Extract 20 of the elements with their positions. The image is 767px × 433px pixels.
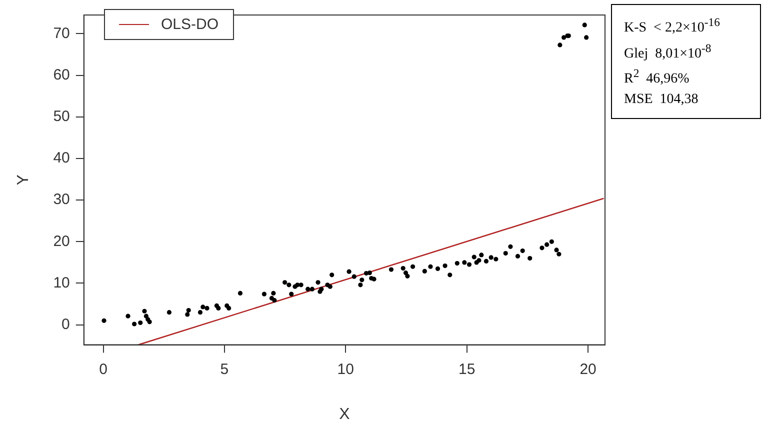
y-tick-label: 30 bbox=[53, 191, 70, 208]
y-tick-label: 40 bbox=[53, 150, 70, 167]
x-axis-title: X bbox=[339, 406, 350, 423]
text: Glej 8,01×10$^{-8}$ bbox=[624, 40, 712, 64]
x-tick-label: 15 bbox=[458, 360, 476, 378]
y-tick-label: 10 bbox=[53, 274, 70, 292]
x-tick-label: 5 bbox=[220, 360, 229, 378]
x-tick-label: 0 bbox=[99, 360, 108, 378]
y-tick-label: 0 bbox=[62, 316, 70, 333]
x-tick-label: 10 bbox=[337, 360, 354, 378]
y-axis-title: Y bbox=[15, 174, 32, 186]
y-tick-label: 60 bbox=[53, 66, 70, 84]
text: MSE 104,38 bbox=[624, 90, 700, 109]
y-tick-label: 50 bbox=[53, 108, 70, 126]
legend-label: OLS-DO bbox=[161, 16, 219, 33]
x-tick-label: 20 bbox=[580, 360, 596, 378]
y-tick-label: 70 bbox=[53, 24, 70, 42]
text: R$^{2}$ 46,96% bbox=[624, 66, 690, 89]
text: K-S < 2,2×10$^{-16}$ bbox=[624, 15, 721, 38]
y-tick-label: 20 bbox=[53, 232, 70, 250]
